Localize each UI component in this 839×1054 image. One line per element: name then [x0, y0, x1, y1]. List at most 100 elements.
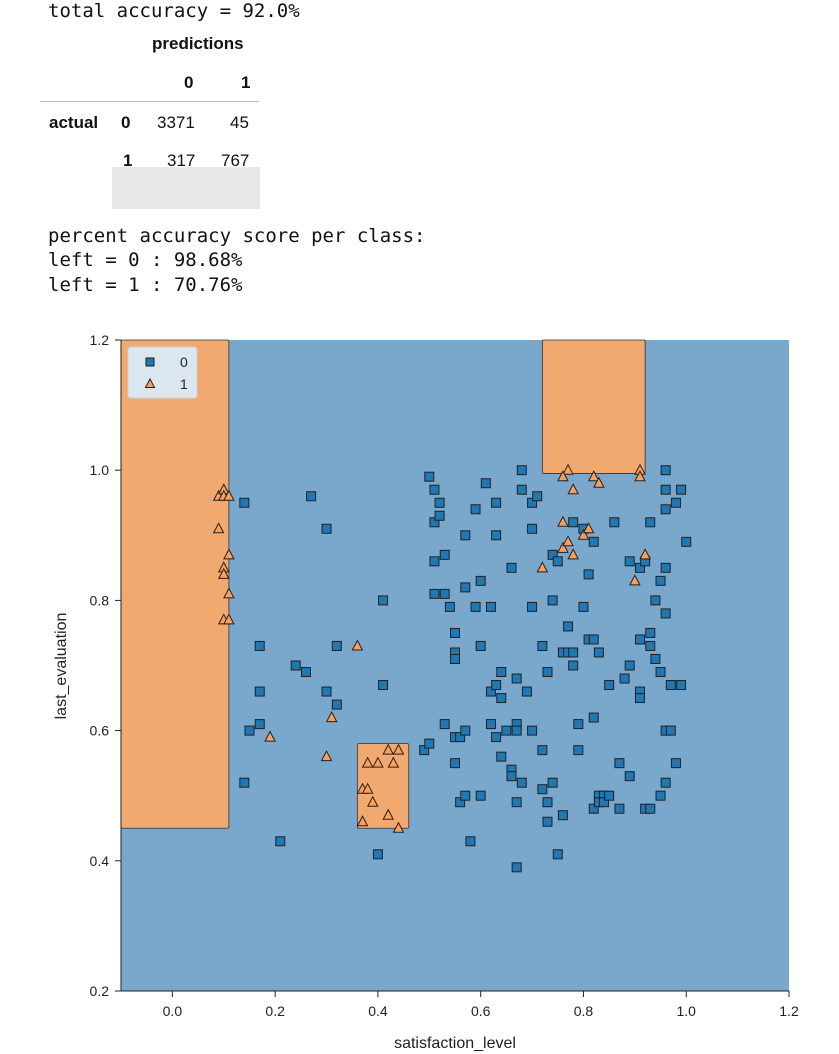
point-class-1 — [392, 821, 405, 833]
legend-marker-0 — [145, 357, 155, 367]
x-tick-label: 0.2 — [265, 1003, 285, 1019]
point-class-0 — [501, 725, 512, 736]
point-class-0 — [670, 758, 681, 769]
point-class-0 — [516, 777, 527, 788]
point-class-0 — [516, 465, 527, 476]
point-class-1 — [557, 470, 569, 482]
point-class-1 — [387, 756, 400, 768]
point-class-0 — [578, 601, 589, 612]
point-class-0 — [588, 803, 599, 814]
point-class-0 — [424, 738, 435, 749]
table-header-rule — [40, 101, 259, 102]
point-class-1 — [351, 639, 364, 651]
point-class-0 — [306, 491, 317, 502]
point-class-1 — [372, 756, 384, 768]
point-class-0 — [542, 816, 553, 827]
y-tick-label: 0.4 — [90, 853, 110, 869]
point-class-0 — [450, 758, 460, 769]
point-class-0 — [645, 517, 656, 528]
y-tick-label: 0.8 — [90, 592, 110, 608]
point-class-0 — [424, 471, 435, 482]
point-class-0 — [511, 673, 522, 684]
legend-label-1: 1 — [180, 376, 188, 392]
point-class-0 — [645, 627, 656, 638]
point-class-1 — [264, 730, 276, 742]
point-class-0 — [634, 634, 645, 645]
point-class-0 — [604, 790, 615, 801]
point-class-0 — [645, 640, 656, 651]
point-class-0 — [321, 523, 332, 534]
point-class-0 — [485, 686, 496, 697]
point-class-1 — [587, 470, 600, 482]
table-row-stripe — [112, 167, 260, 209]
point-class-0 — [624, 556, 635, 567]
point-class-0 — [511, 725, 522, 736]
point-class-1 — [536, 561, 549, 573]
cell-r0c1: 45 — [230, 113, 249, 132]
actual-row-1: 1 — [123, 151, 133, 170]
point-class-0 — [331, 699, 342, 710]
class-1-region-1 — [356, 743, 410, 829]
legend-label-0: 0 — [180, 354, 188, 370]
point-class-0 — [527, 725, 538, 736]
point-class-0 — [378, 680, 389, 691]
point-class-1 — [582, 522, 595, 534]
point-class-0 — [568, 660, 579, 671]
point-class-0 — [470, 504, 481, 515]
prediction-col-0: 0 — [184, 73, 194, 92]
point-class-0 — [670, 497, 681, 508]
point-class-1 — [223, 548, 235, 560]
point-class-0 — [676, 484, 687, 495]
point-class-0 — [475, 575, 486, 586]
point-class-0 — [331, 640, 342, 651]
point-class-1 — [356, 815, 369, 827]
point-class-0 — [660, 504, 671, 515]
point-class-0 — [506, 771, 517, 782]
point-class-0 — [321, 686, 332, 697]
point-class-0 — [527, 497, 538, 508]
point-class-0 — [542, 667, 553, 678]
predictions-header: predictions — [152, 34, 244, 53]
point-class-0 — [634, 693, 645, 704]
x-tick-label: 0.6 — [471, 1003, 491, 1019]
point-class-0 — [511, 797, 522, 808]
point-class-0 — [557, 810, 568, 821]
class-0-region — [121, 340, 789, 991]
point-class-0 — [537, 640, 548, 651]
point-class-0 — [588, 536, 599, 547]
point-class-0 — [604, 680, 615, 691]
point-class-0 — [244, 725, 255, 736]
point-class-0 — [460, 530, 471, 541]
point-class-1 — [382, 743, 395, 755]
point-class-0 — [439, 588, 450, 599]
point-class-0 — [681, 536, 692, 547]
legend-marker-1 — [144, 377, 156, 388]
point-class-0 — [660, 608, 671, 619]
y-axis-label: last_evaluation — [53, 613, 70, 720]
point-class-0 — [429, 556, 440, 567]
point-class-0 — [290, 660, 301, 671]
point-class-1 — [223, 613, 235, 625]
point-class-0 — [254, 640, 265, 651]
point-class-1 — [557, 541, 569, 553]
point-class-0 — [599, 797, 610, 808]
point-class-1 — [382, 808, 395, 820]
point-class-0 — [491, 497, 502, 508]
point-class-0 — [527, 601, 538, 612]
point-class-0 — [660, 465, 671, 476]
point-class-0 — [619, 673, 630, 684]
x-axis-label: satisfaction_level — [394, 1035, 516, 1052]
point-class-0 — [496, 693, 507, 704]
point-class-0 — [439, 549, 450, 560]
point-class-0 — [547, 549, 558, 560]
point-class-0 — [460, 790, 471, 801]
point-class-1 — [639, 548, 651, 560]
point-class-0 — [475, 790, 486, 801]
point-class-0 — [537, 745, 548, 756]
point-class-0 — [573, 745, 584, 756]
point-class-0 — [624, 660, 635, 671]
point-class-0 — [455, 732, 466, 743]
point-class-0 — [491, 732, 502, 743]
y-tick-label: 1.2 — [90, 332, 110, 348]
